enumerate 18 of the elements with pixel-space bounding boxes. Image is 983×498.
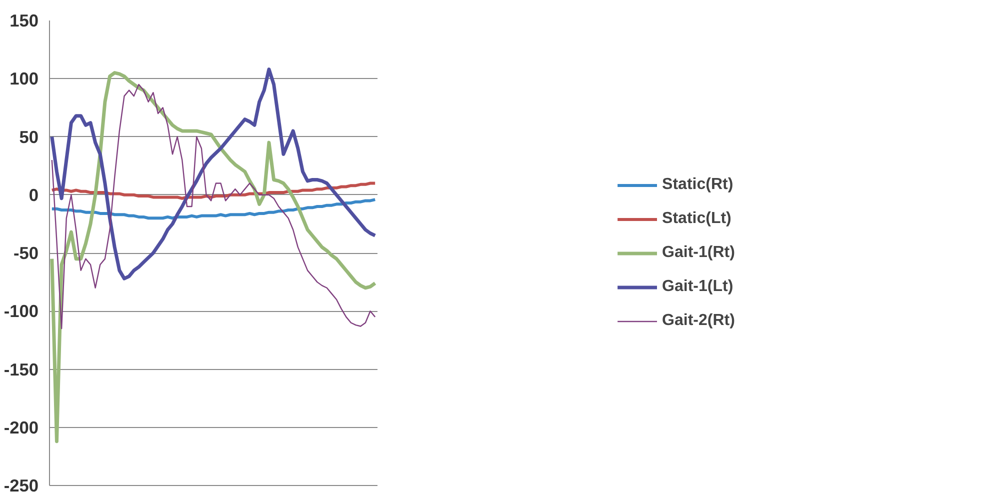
legend-label: Static(Rt) (662, 176, 734, 194)
y-tick-label: 100 (10, 68, 39, 89)
y-tick-label: -150 (4, 359, 39, 380)
legend-label: Static(Lt) (662, 210, 732, 228)
legend-label: Gait-1(Lt) (662, 278, 734, 296)
line-series (50, 68, 377, 280)
line-series (50, 198, 377, 220)
y-tick-label: -50 (13, 243, 38, 263)
y-tick-label: -250 (4, 476, 39, 496)
y-tick-label: 0 (28, 184, 39, 205)
line-series (50, 71, 377, 444)
line-series (51, 84, 376, 330)
y-tick-label: 50 (19, 126, 39, 147)
y-tick-label: 150 (10, 10, 39, 30)
y-tick-label: -100 (4, 301, 39, 322)
y-tick-label: -200 (4, 417, 39, 438)
legend-label: Gait-1(Rt) (662, 244, 735, 262)
legend-label: Gait-2(Rt) (662, 312, 735, 330)
